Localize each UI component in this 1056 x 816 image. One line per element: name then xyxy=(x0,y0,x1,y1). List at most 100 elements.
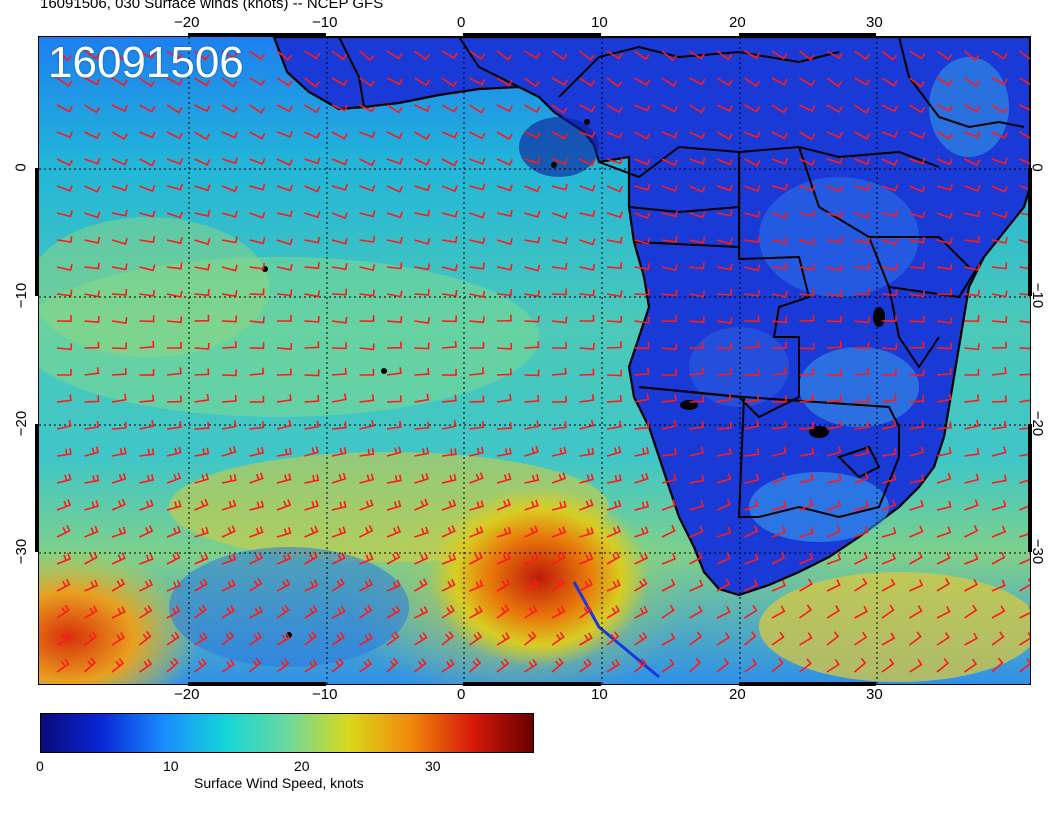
colorbar-tick-label: 20 xyxy=(294,758,310,774)
wind-barb xyxy=(111,421,127,430)
wind-barb xyxy=(441,499,457,511)
wind-barb xyxy=(1019,320,1030,324)
wind-barb xyxy=(441,394,457,403)
wind-barb xyxy=(111,342,128,350)
wind-barb xyxy=(441,185,458,193)
wind-barb xyxy=(304,579,319,592)
wind-barb xyxy=(331,263,348,271)
wind-barb xyxy=(771,657,784,673)
wind-barb xyxy=(56,499,72,511)
wind-barb xyxy=(469,77,486,86)
wind-barb xyxy=(826,394,842,403)
wind-barb xyxy=(551,552,566,565)
wind-barb xyxy=(111,658,125,673)
wind-barb xyxy=(139,264,156,272)
wind-barb xyxy=(991,367,1007,376)
wind-barb xyxy=(276,314,292,322)
wind-barb xyxy=(111,472,127,484)
wind-barb xyxy=(496,498,512,511)
wind-barb xyxy=(414,342,430,350)
wind-barb xyxy=(441,448,457,457)
wind-barb xyxy=(441,50,458,60)
wind-barb xyxy=(909,605,923,619)
wind-barb xyxy=(84,446,99,457)
wind-barb xyxy=(771,158,788,165)
wind-barb xyxy=(111,632,126,646)
wind-barb xyxy=(469,446,485,457)
wind-barb xyxy=(139,420,155,430)
wind-barb xyxy=(606,395,622,403)
wind-barb xyxy=(826,157,843,165)
wind-barb xyxy=(578,50,595,61)
wind-barb xyxy=(854,104,871,114)
wind-barb xyxy=(634,104,651,112)
wind-barb xyxy=(386,631,400,646)
wind-map xyxy=(38,36,1031,685)
wind-barb xyxy=(276,368,292,376)
wind-barb xyxy=(991,525,1007,538)
wind-barb xyxy=(496,238,513,246)
wind-barb xyxy=(661,473,677,484)
wind-barb xyxy=(111,104,128,112)
wind-barb xyxy=(386,262,403,270)
wind-barb xyxy=(689,104,706,114)
wind-barb xyxy=(991,446,1007,457)
wind-barb xyxy=(386,657,399,673)
wind-barb xyxy=(606,659,621,673)
wind-barb xyxy=(579,394,595,403)
wind-barb xyxy=(799,368,815,376)
wind-barb xyxy=(964,185,981,192)
wind-barb xyxy=(881,527,897,538)
wind-barb xyxy=(744,104,761,113)
wind-barb xyxy=(551,342,567,350)
wind-barb xyxy=(139,604,153,619)
wind-barb xyxy=(304,262,320,270)
wind-barb xyxy=(276,289,293,297)
wind-barb xyxy=(744,185,761,193)
wind-barb xyxy=(689,579,704,592)
wind-barb xyxy=(276,77,293,87)
wind-barb xyxy=(359,264,376,272)
wind-barb xyxy=(799,263,816,271)
wind-barb xyxy=(909,262,925,270)
wind-barb xyxy=(276,343,293,350)
wind-barb xyxy=(1019,606,1030,619)
wind-barb xyxy=(909,236,926,244)
wind-barb xyxy=(661,632,676,646)
wind-barb xyxy=(414,77,431,87)
wind-barb xyxy=(826,579,841,592)
wind-barb xyxy=(331,657,345,673)
wind-barb xyxy=(166,526,182,538)
wind-barb xyxy=(84,290,101,298)
wind-barb xyxy=(579,263,596,271)
wind-barb xyxy=(524,264,541,272)
wind-barb xyxy=(991,290,1008,298)
wind-barb xyxy=(881,368,897,376)
wind-barb xyxy=(881,343,898,350)
wind-barb xyxy=(634,50,650,61)
wind-barb xyxy=(166,237,183,245)
wind-barb xyxy=(661,525,676,538)
frame-bar xyxy=(463,682,601,686)
wind-barb xyxy=(111,526,127,538)
wind-barb xyxy=(799,314,815,322)
wind-barb xyxy=(716,237,733,245)
wind-barb xyxy=(771,472,787,484)
wind-barb xyxy=(1019,239,1030,244)
wind-barb xyxy=(359,578,373,592)
wind-barb xyxy=(221,157,238,165)
wind-barb xyxy=(386,551,401,565)
wind-barb xyxy=(441,210,458,218)
wind-barb xyxy=(83,657,97,673)
wind-barb xyxy=(1019,158,1030,165)
wind-barb xyxy=(111,288,128,296)
lon-tick-bottom: 30 xyxy=(866,686,883,703)
wind-barb xyxy=(111,158,128,166)
wind-barb xyxy=(56,315,72,323)
wind-barb xyxy=(579,499,594,511)
wind-barb xyxy=(111,368,127,376)
wind-barb xyxy=(111,131,128,140)
wind-barb xyxy=(194,342,210,350)
wind-barb xyxy=(139,473,155,484)
wind-barb xyxy=(579,238,596,246)
